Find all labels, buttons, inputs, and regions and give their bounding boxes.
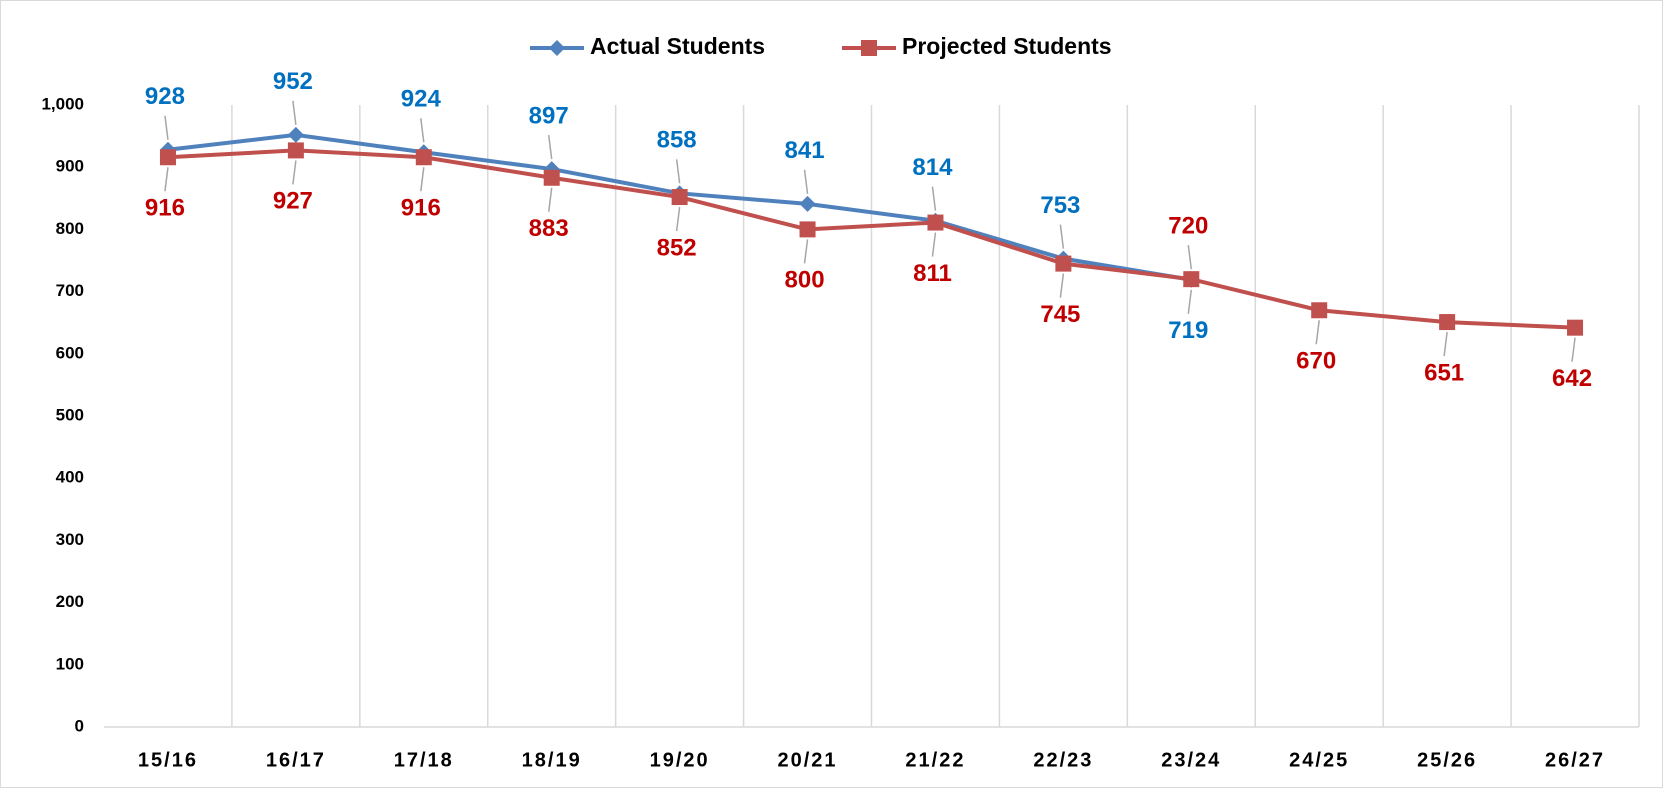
y-tick-label: 800 (56, 219, 84, 238)
series-line (167, 148, 1576, 330)
y-tick-label: 400 (56, 468, 84, 487)
y-tick-label: 1,000 (41, 94, 84, 113)
legend-marker (861, 40, 877, 56)
legend-label: Actual Students (590, 33, 765, 59)
leader-line (164, 167, 169, 192)
data-point (159, 149, 176, 166)
leader-line (420, 167, 425, 192)
data-label: 858 (657, 127, 697, 154)
data-label: 852 (657, 234, 697, 261)
leader-line (1571, 337, 1576, 362)
leader-line (1187, 289, 1193, 314)
leader-line (1059, 224, 1065, 249)
data-label: 811 (913, 260, 952, 287)
x-tick-label: 16/17 (266, 749, 326, 771)
x-tick-label: 20/21 (778, 749, 838, 771)
data-label: 897 (529, 102, 569, 129)
data-label: 800 (785, 267, 825, 294)
data-point (287, 126, 304, 143)
data-label: 814 (912, 154, 953, 181)
data-point (415, 149, 432, 166)
leader-line (1187, 245, 1193, 270)
data-point (1311, 302, 1328, 319)
x-tick-label: 21/22 (905, 749, 965, 771)
leader-line (1315, 320, 1320, 345)
y-tick-label: 0 (75, 716, 84, 735)
leader-line (547, 187, 553, 212)
leader-line (164, 115, 169, 140)
x-tick-label: 26/27 (1545, 749, 1605, 771)
data-label: 952 (273, 68, 313, 95)
data-point (1439, 314, 1456, 331)
data-label: 883 (529, 215, 569, 242)
data-point (799, 221, 816, 238)
leader-line (675, 159, 681, 184)
y-tick-label: 200 (56, 592, 84, 611)
leader-line (803, 239, 809, 264)
x-tick-label: 15/16 (138, 749, 198, 771)
data-point (799, 195, 816, 212)
data-label: 916 (401, 195, 441, 222)
leader-line (547, 134, 553, 160)
x-tick-label: 22/23 (1033, 749, 1093, 771)
data-label: 916 (145, 195, 185, 222)
y-tick-label: 300 (56, 530, 84, 549)
data-point (543, 169, 560, 186)
x-tick-label: 18/19 (522, 749, 582, 771)
y-tick-label: 100 (56, 654, 84, 673)
leader-line (292, 100, 297, 125)
y-tick-label: 700 (56, 281, 84, 300)
data-label: 928 (145, 83, 185, 110)
leader-line (420, 118, 425, 143)
x-tick-label: 23/24 (1161, 749, 1221, 771)
y-tick-label: 500 (56, 405, 84, 424)
data-point (671, 189, 688, 206)
y-tick-label: 600 (56, 343, 84, 362)
leader-line (931, 186, 937, 211)
data-label: 924 (401, 86, 442, 113)
data-label: 720 (1168, 213, 1208, 240)
leader-line (1059, 273, 1065, 298)
data-point (1055, 255, 1072, 272)
leader-line (931, 232, 937, 257)
leader-line (803, 169, 809, 194)
leader-line (292, 160, 297, 185)
legend-label: Projected Students (902, 33, 1112, 59)
x-tick-label: 25/26 (1417, 749, 1477, 771)
data-point (1567, 319, 1584, 336)
data-point (287, 142, 304, 159)
data-point (927, 214, 944, 231)
data-point (1183, 271, 1200, 288)
x-tick-label: 17/18 (394, 749, 454, 771)
leader-line (675, 206, 681, 232)
x-tick-label: 24/25 (1289, 749, 1349, 771)
data-label: 745 (1040, 301, 1080, 328)
data-label: 753 (1040, 192, 1080, 219)
x-tick-label: 19/20 (650, 749, 710, 771)
data-label: 719 (1168, 317, 1208, 344)
leader-line (1443, 331, 1448, 357)
data-label: 642 (1552, 365, 1592, 392)
legend-marker (549, 40, 565, 56)
data-label: 927 (273, 188, 313, 215)
data-label: 841 (785, 137, 825, 164)
y-tick-label: 900 (56, 157, 84, 176)
data-label: 651 (1424, 359, 1464, 386)
data-label: 670 (1296, 348, 1336, 375)
